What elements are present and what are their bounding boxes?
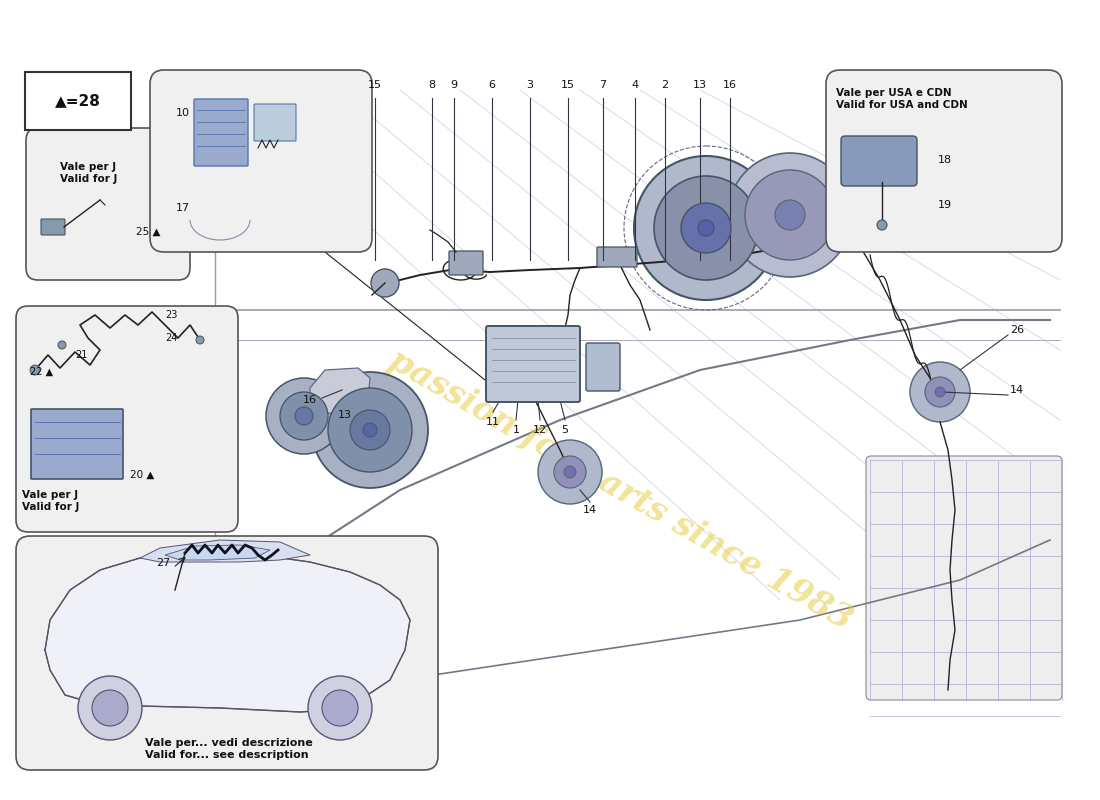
Text: Vale per J
Valid for J: Vale per J Valid for J (22, 490, 79, 512)
Text: Vale per J
Valid for J: Vale per J Valid for J (60, 162, 118, 184)
Text: 23: 23 (165, 310, 177, 320)
Text: 22 ▲: 22 ▲ (30, 367, 53, 377)
Text: 20 ▲: 20 ▲ (130, 470, 154, 480)
Circle shape (328, 388, 412, 472)
Text: Vale per USA e CDN
Valid for USA and CDN: Vale per USA e CDN Valid for USA and CDN (836, 88, 968, 110)
FancyBboxPatch shape (826, 70, 1062, 252)
FancyBboxPatch shape (842, 136, 917, 186)
Text: 18: 18 (938, 155, 953, 165)
Polygon shape (310, 368, 370, 415)
Circle shape (363, 423, 377, 437)
Text: ▲=28: ▲=28 (55, 94, 101, 109)
Text: 8: 8 (428, 80, 436, 90)
Circle shape (350, 410, 390, 450)
Text: passion for parts since 1983: passion for parts since 1983 (383, 343, 858, 637)
Circle shape (776, 200, 805, 230)
Polygon shape (140, 540, 310, 562)
Circle shape (538, 440, 602, 504)
Text: 6: 6 (488, 80, 495, 90)
FancyBboxPatch shape (449, 251, 483, 275)
Circle shape (266, 378, 342, 454)
Text: 15: 15 (368, 80, 382, 90)
Text: 16: 16 (302, 395, 317, 405)
Text: 16: 16 (723, 80, 737, 90)
Text: 13: 13 (693, 80, 707, 90)
Text: 21: 21 (75, 350, 87, 360)
FancyBboxPatch shape (597, 247, 637, 267)
Text: 25 ▲: 25 ▲ (136, 227, 161, 237)
Text: 14: 14 (1010, 385, 1024, 395)
Text: 17: 17 (176, 203, 190, 213)
Circle shape (78, 676, 142, 740)
Text: 7: 7 (600, 80, 606, 90)
Circle shape (322, 690, 358, 726)
FancyBboxPatch shape (866, 456, 1062, 700)
Circle shape (681, 203, 732, 253)
Circle shape (925, 377, 955, 407)
FancyBboxPatch shape (194, 99, 248, 166)
Text: 27: 27 (156, 558, 170, 568)
Circle shape (58, 341, 66, 349)
Circle shape (280, 392, 328, 440)
Circle shape (910, 362, 970, 422)
Text: 14: 14 (583, 505, 597, 515)
Circle shape (312, 372, 428, 488)
Circle shape (564, 466, 576, 478)
Circle shape (295, 407, 313, 425)
Text: 2: 2 (661, 80, 669, 90)
Polygon shape (45, 552, 410, 712)
Circle shape (554, 456, 586, 488)
Text: 15: 15 (561, 80, 575, 90)
Text: 19: 19 (938, 200, 953, 210)
Text: 1: 1 (513, 425, 519, 435)
Circle shape (745, 170, 835, 260)
Circle shape (196, 336, 204, 344)
Text: 4: 4 (631, 80, 639, 90)
Circle shape (654, 176, 758, 280)
Text: 24: 24 (165, 333, 177, 343)
Circle shape (92, 690, 128, 726)
Circle shape (30, 365, 40, 375)
Text: 13: 13 (338, 410, 352, 420)
Text: 3: 3 (527, 80, 534, 90)
Text: Vale per... vedi descrizione
Valid for... see description: Vale per... vedi descrizione Valid for..… (145, 738, 312, 760)
FancyBboxPatch shape (16, 536, 438, 770)
Text: 12: 12 (532, 425, 547, 435)
FancyBboxPatch shape (586, 343, 620, 391)
Polygon shape (165, 545, 270, 560)
Circle shape (634, 156, 778, 300)
FancyBboxPatch shape (25, 72, 131, 130)
Text: 5: 5 (561, 425, 569, 435)
FancyBboxPatch shape (254, 104, 296, 141)
FancyBboxPatch shape (26, 128, 190, 280)
Circle shape (308, 676, 372, 740)
FancyBboxPatch shape (150, 70, 372, 252)
FancyBboxPatch shape (31, 409, 123, 479)
Text: 9: 9 (450, 80, 458, 90)
Text: 26: 26 (1010, 325, 1024, 335)
FancyBboxPatch shape (41, 219, 65, 235)
Circle shape (371, 269, 399, 297)
Text: 11: 11 (486, 417, 500, 427)
Text: 10: 10 (176, 108, 190, 118)
FancyBboxPatch shape (486, 326, 580, 402)
Circle shape (877, 220, 887, 230)
Circle shape (698, 220, 714, 236)
Circle shape (935, 387, 945, 397)
FancyBboxPatch shape (16, 306, 238, 532)
Circle shape (728, 153, 852, 277)
